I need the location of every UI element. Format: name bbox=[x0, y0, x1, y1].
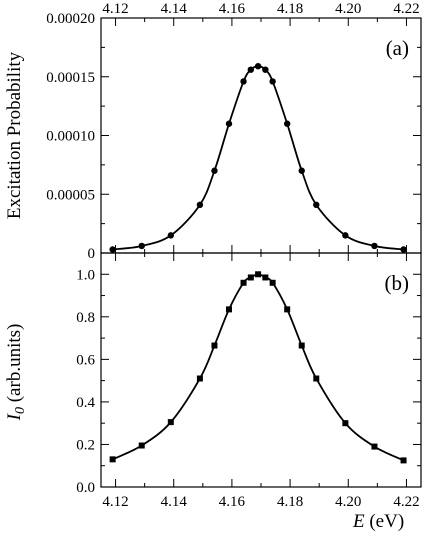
data-point bbox=[138, 242, 145, 250]
x-tick-label: 4.16 bbox=[219, 494, 246, 510]
y-tick-label: 0.4 bbox=[76, 395, 95, 411]
x-axis-label-units: (eV) bbox=[365, 511, 405, 532]
panel-label: (a) bbox=[386, 36, 409, 60]
x-tick-label: 4.12 bbox=[102, 494, 128, 510]
y-tick-label: 0.8 bbox=[76, 310, 95, 326]
data-point bbox=[138, 442, 145, 449]
data-point bbox=[298, 342, 305, 349]
y-tick-label: 0.2 bbox=[76, 437, 95, 453]
y-tick-label: 0 bbox=[88, 246, 96, 262]
data-point bbox=[269, 279, 276, 286]
plot-frame bbox=[100, 252, 422, 488]
panel-a: 0 0.00005 0.00010 0.00015 0.00020 4.12 4.14 4.1… bbox=[4, 1, 422, 262]
data-point bbox=[400, 246, 407, 253]
y-axis-label-symbol: I bbox=[4, 412, 25, 421]
y-tick-label: 1.0 bbox=[76, 267, 95, 283]
x-axis-label-symbol: E bbox=[352, 511, 365, 532]
y-tick-label: 0.00010 bbox=[46, 129, 95, 145]
data-point bbox=[247, 66, 255, 73]
data-point bbox=[211, 342, 218, 349]
data-point bbox=[226, 306, 232, 313]
data-point bbox=[211, 167, 218, 174]
data-point bbox=[167, 232, 175, 239]
x-tick-label: 4.20 bbox=[335, 1, 361, 17]
data-point bbox=[240, 78, 247, 85]
data-point bbox=[262, 274, 269, 281]
x-tick-label: 4.20 bbox=[335, 494, 361, 510]
data-point bbox=[284, 306, 291, 313]
data-point bbox=[247, 274, 254, 281]
x-axis-label: E (eV) bbox=[352, 511, 404, 532]
data-point bbox=[109, 246, 116, 253]
data-point bbox=[109, 456, 116, 463]
x-tick-label: 4.22 bbox=[393, 1, 419, 17]
data-point bbox=[196, 201, 204, 209]
data-point bbox=[400, 457, 407, 464]
y-tick-label: 0.00015 bbox=[46, 70, 95, 86]
y-tick-label: 0.00005 bbox=[46, 187, 95, 203]
panel-label: (b) bbox=[385, 271, 410, 295]
y-axis-label: I0 (arb.units) bbox=[4, 324, 28, 422]
data-point bbox=[298, 167, 305, 174]
data-point bbox=[196, 375, 203, 382]
series-line bbox=[112, 273, 404, 462]
data-point bbox=[240, 279, 247, 286]
panel-b: 0.0 0.2 0.4 0.6 0.8 1.0 4.12 4.14 4.16 4.18 4.20 4.… bbox=[4, 252, 422, 532]
data-point bbox=[342, 232, 349, 239]
x-tick-label: 4.14 bbox=[161, 494, 188, 510]
y-axis-label: Excitation Probability bbox=[4, 51, 25, 219]
y-tick-label: 0.6 bbox=[76, 352, 95, 368]
data-point bbox=[269, 78, 276, 85]
series-line bbox=[112, 65, 404, 251]
x-tick-label: 4.22 bbox=[393, 494, 419, 510]
data-point bbox=[313, 201, 320, 209]
data-point bbox=[167, 419, 174, 426]
data-point bbox=[255, 271, 262, 278]
x-tick-label: 4.14 bbox=[161, 1, 188, 17]
data-point bbox=[371, 443, 378, 450]
y-tick-label: 0.0 bbox=[76, 480, 95, 496]
data-point bbox=[342, 420, 349, 427]
y-tick-label: 0.00020 bbox=[46, 11, 95, 27]
data-point bbox=[371, 242, 378, 250]
y-axis-label-units: (arb.units) bbox=[4, 324, 25, 407]
x-tick-label: 4.18 bbox=[277, 494, 303, 510]
x-tick-label: 4.12 bbox=[102, 1, 128, 17]
data-point bbox=[262, 66, 269, 73]
y-axis-label-subscript: 0 bbox=[13, 407, 28, 414]
data-point bbox=[313, 375, 320, 382]
data-point bbox=[283, 120, 291, 127]
data-point bbox=[254, 62, 262, 70]
data-point bbox=[225, 120, 233, 127]
x-tick-label: 4.18 bbox=[277, 1, 303, 17]
x-tick-label: 4.16 bbox=[219, 1, 246, 17]
plot-frame bbox=[100, 17, 422, 254]
